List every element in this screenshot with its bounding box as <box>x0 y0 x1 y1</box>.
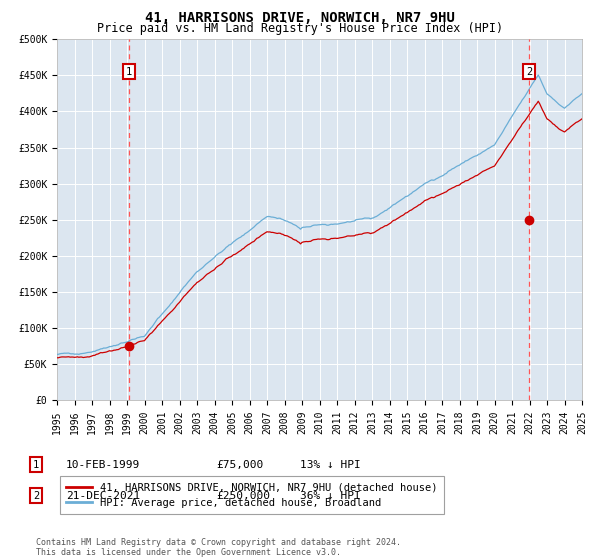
Text: 41, HARRISONS DRIVE, NORWICH, NR7 9HU: 41, HARRISONS DRIVE, NORWICH, NR7 9HU <box>145 11 455 25</box>
Text: 21-DEC-2021: 21-DEC-2021 <box>66 491 140 501</box>
Text: 1: 1 <box>33 460 39 470</box>
Text: £250,000: £250,000 <box>216 491 270 501</box>
Text: 1: 1 <box>126 67 132 77</box>
Legend: 41, HARRISONS DRIVE, NORWICH, NR7 9HU (detached house), HPI: Average price, deta: 41, HARRISONS DRIVE, NORWICH, NR7 9HU (d… <box>59 476 444 514</box>
Text: 36% ↓ HPI: 36% ↓ HPI <box>300 491 361 501</box>
Text: Contains HM Land Registry data © Crown copyright and database right 2024.
This d: Contains HM Land Registry data © Crown c… <box>36 538 401 557</box>
Text: 10-FEB-1999: 10-FEB-1999 <box>66 460 140 470</box>
Text: 13% ↓ HPI: 13% ↓ HPI <box>300 460 361 470</box>
Text: 2: 2 <box>526 67 532 77</box>
Text: £75,000: £75,000 <box>216 460 263 470</box>
Text: 2: 2 <box>33 491 39 501</box>
Text: Price paid vs. HM Land Registry's House Price Index (HPI): Price paid vs. HM Land Registry's House … <box>97 22 503 35</box>
